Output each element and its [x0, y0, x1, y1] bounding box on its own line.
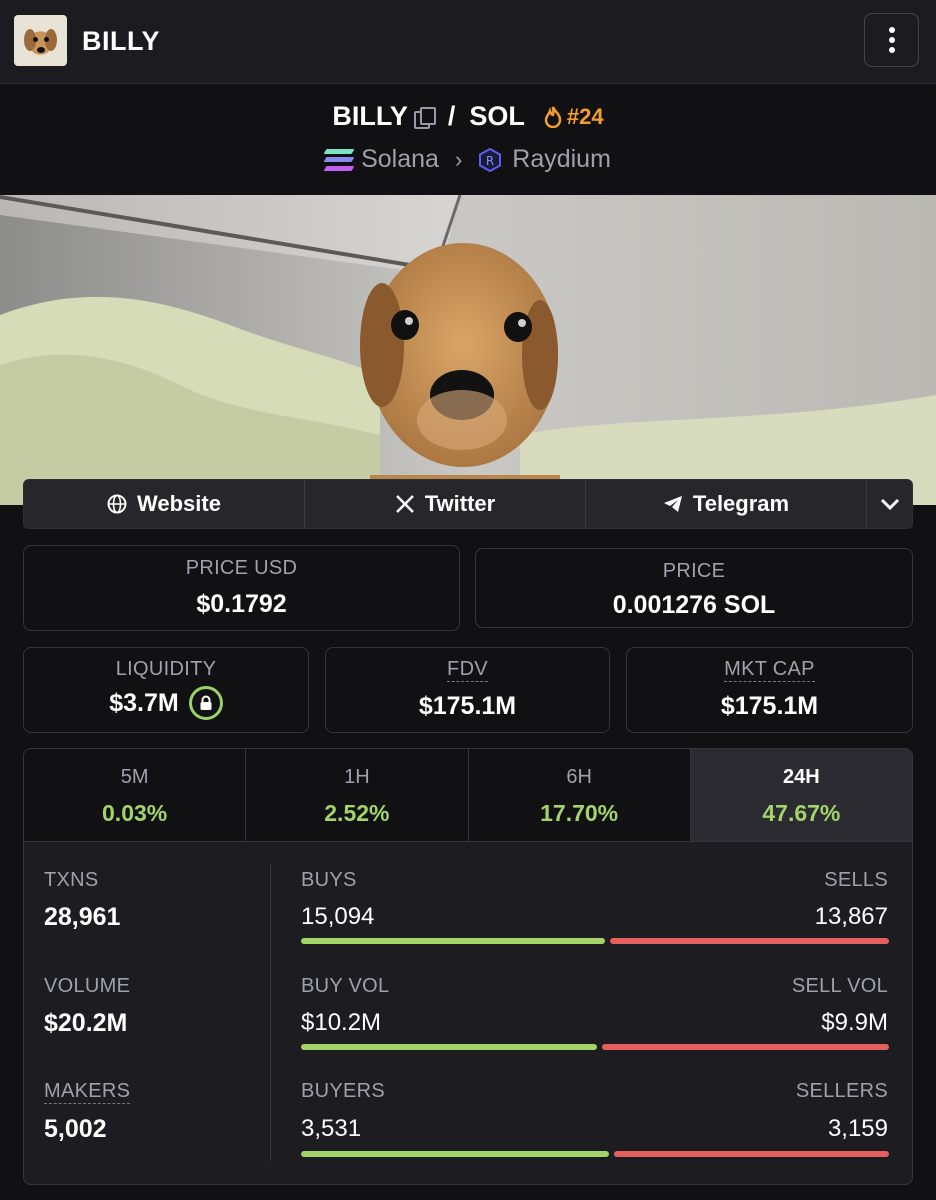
tab-label: 1H [344, 766, 370, 788]
makers-value: 5,002 [44, 1115, 107, 1143]
price-sol-card: PRICE 0.001276 SOL [475, 548, 913, 628]
sells-bar [610, 938, 889, 944]
mktcap-label[interactable]: MKT CAP [724, 658, 815, 682]
tab-change: 47.67% [762, 800, 841, 826]
fdv-label[interactable]: FDV [447, 658, 488, 682]
globe-icon [107, 494, 127, 514]
tab-change: 0.03% [102, 800, 168, 826]
sells-label: SELLS [824, 869, 888, 891]
buyers-label: BUYERS [301, 1080, 386, 1102]
liquidity-label: LIQUIDITY [115, 658, 217, 680]
buy-vol-label: BUY VOL [301, 975, 390, 997]
token-avatar [14, 15, 67, 66]
chain-name[interactable]: Solana [361, 145, 439, 173]
tab-change: 17.70% [540, 800, 619, 826]
more-menu-button[interactable] [864, 13, 919, 67]
solana-icon [323, 148, 355, 171]
kebab-menu-icon [888, 27, 895, 33]
price-usd-card: PRICE USD $0.1792 [23, 545, 460, 631]
svg-text:R: R [486, 154, 494, 168]
copy-icon[interactable] [413, 106, 436, 129]
sellers-bar [614, 1151, 889, 1157]
price-usd-label: PRICE USD [185, 557, 298, 579]
base-symbol: BILLY [332, 101, 408, 131]
flame-icon [544, 105, 562, 128]
mktcap-card: MKT CAP $175.1M [626, 647, 913, 733]
telegram-label: Telegram [692, 491, 790, 516]
stats-divider [270, 864, 271, 1161]
buy-vol-bar [301, 1044, 597, 1050]
pair-separator: / [447, 101, 456, 131]
price-usd-value: $0.1792 [196, 590, 287, 618]
chevron-down-icon [880, 498, 899, 511]
sell-vol-value: $9.9M [821, 1009, 888, 1036]
raydium-icon: R [479, 147, 502, 172]
top-bar: BILLY [0, 0, 936, 84]
tab-label: 24H [783, 766, 820, 788]
txns-value: 28,961 [44, 903, 121, 931]
twitter-link[interactable]: Twitter [305, 480, 586, 528]
trade-stats-panel: TXNS 28,961 VOLUME $20.2M MAKERS 5,002 B… [23, 842, 913, 1185]
sellers-label: SELLERS [795, 1080, 888, 1102]
buyers-value: 3,531 [301, 1115, 362, 1142]
token-title: BILLY [82, 26, 161, 56]
volume-value: $20.2M [44, 1009, 128, 1037]
website-label: Website [137, 491, 221, 516]
quote-symbol: SOL [469, 101, 525, 131]
sells-value: 13,867 [814, 903, 888, 930]
tab-5m[interactable]: 5M 0.03% [24, 749, 247, 841]
buys-label: BUYS [301, 869, 357, 891]
liquidity-value: $3.7M [109, 688, 179, 717]
sell-vol-bar [602, 1044, 889, 1050]
price-sol-label: PRICE [662, 560, 726, 582]
fdv-card: FDV $175.1M [325, 647, 610, 733]
tab-label: 5M [120, 766, 149, 788]
pair-header: BILLY / SOL #24 Solana › R Raydium [0, 85, 936, 195]
liquidity-card: LIQUIDITY $3.7M [23, 647, 309, 733]
dex-name[interactable]: Raydium [512, 145, 611, 173]
buyers-bar [301, 1151, 609, 1157]
buys-bar [301, 938, 605, 944]
pair-title: BILLY / SOL #24 [0, 101, 936, 132]
tab-1h[interactable]: 1H 2.52% [246, 749, 469, 841]
tab-24h[interactable]: 24H 47.67% [690, 749, 912, 841]
buy-vol-value: $10.2M [301, 1009, 382, 1036]
price-sol-value: 0.001276 SOL [612, 591, 776, 619]
telegram-link[interactable]: Telegram [586, 480, 867, 528]
social-links-bar: Website Twitter Telegram [23, 479, 913, 529]
token-banner-image [0, 195, 936, 505]
mktcap-value: $175.1M [720, 692, 819, 720]
chevron-right-icon: › [454, 146, 463, 172]
website-link[interactable]: Website [24, 480, 305, 528]
twitter-label: Twitter [424, 491, 496, 516]
txns-label: TXNS [44, 869, 99, 891]
makers-label[interactable]: MAKERS [44, 1080, 131, 1104]
liquidity-value-row: $3.7M [24, 686, 308, 720]
x-logo-icon [395, 495, 414, 513]
lock-icon[interactable] [188, 686, 223, 720]
chain-breadcrumb: Solana › R Raydium [0, 145, 936, 174]
tab-change: 2.52% [324, 800, 390, 826]
telegram-icon [663, 496, 682, 512]
sell-vol-label: SELL VOL [791, 975, 888, 997]
buys-value: 15,094 [301, 903, 375, 930]
more-links-button[interactable] [867, 480, 912, 528]
tab-label: 6H [566, 766, 592, 788]
timeframe-tabs: 5M 0.03% 1H 2.52% 6H 17.70% 24H 47.67% [23, 748, 913, 842]
tab-6h[interactable]: 6H 17.70% [469, 749, 691, 841]
volume-label: VOLUME [44, 975, 131, 997]
rank-value: #24 [566, 103, 604, 129]
trending-rank-badge[interactable]: #24 [543, 104, 604, 130]
sellers-value: 3,159 [827, 1115, 888, 1142]
fdv-value: $175.1M [418, 692, 517, 720]
